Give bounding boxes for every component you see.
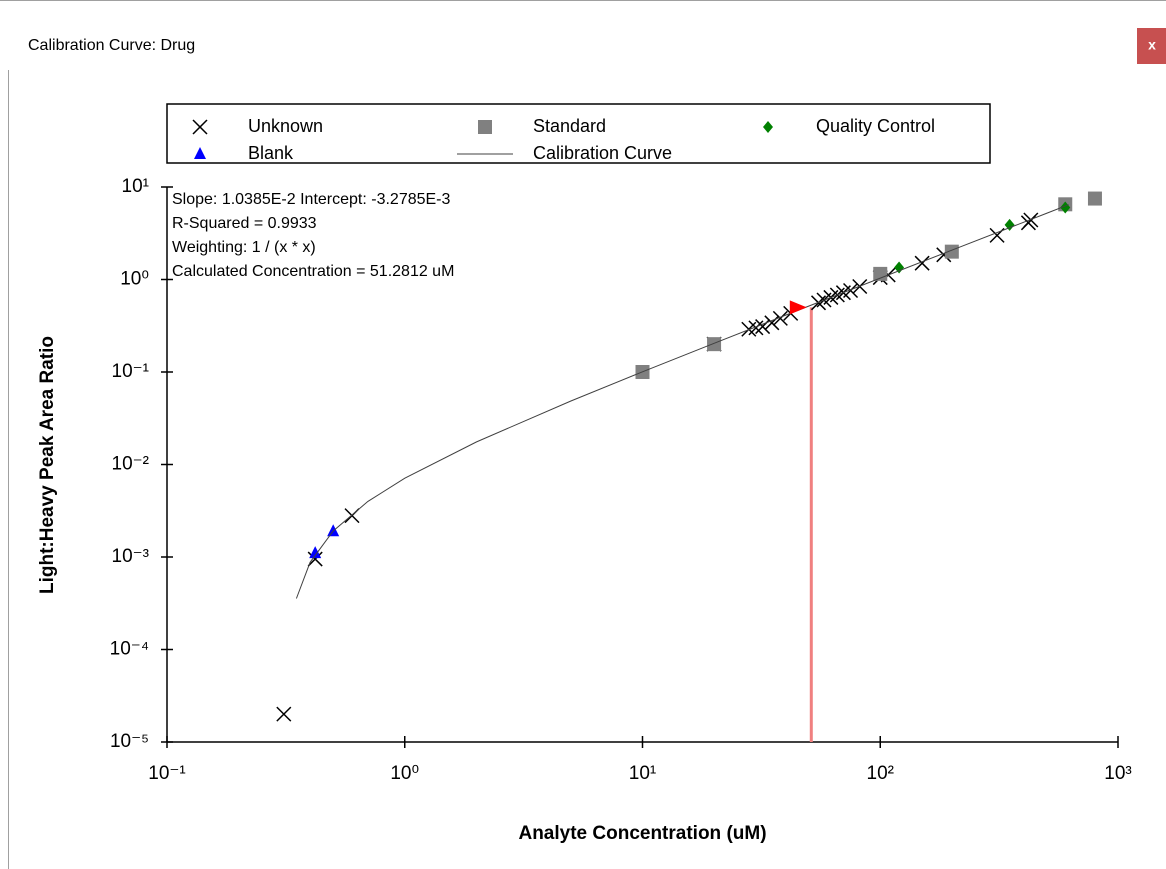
legend-label: Standard: [533, 116, 606, 136]
y-tick-label: 10⁰: [120, 269, 149, 290]
standard-marker: [944, 244, 959, 259]
annotation: R-Squared = 0.9933: [172, 215, 317, 232]
standard-marker: [707, 337, 722, 352]
annotation: Calculated Concentration = 51.2812 uM: [172, 263, 454, 280]
y-axis-label: Light:Heavy Peak Area Ratio: [37, 336, 58, 594]
legend-label: Quality Control: [816, 116, 935, 136]
unknown-marker: [914, 255, 930, 271]
y-tick-label: 10¹: [122, 176, 149, 197]
selected-point: [789, 300, 807, 315]
qc-marker: [1004, 218, 1015, 231]
legend-label: Calibration Curve: [533, 143, 672, 163]
x-axis-label: Analyte Concentration (uM): [518, 823, 766, 844]
blank-marker: [309, 546, 322, 559]
legend-symbol: [763, 121, 773, 133]
y-tick-label: 10⁻⁵: [110, 731, 149, 752]
plot: 10⁻¹ 10⁰ 10¹ 10² 10³ 10⁻⁵ 10⁻⁴ 10⁻³ 10⁻² 10⁻¹ 10⁰ 1…: [37, 103, 1132, 844]
annotation: Weighting: 1 / (x * x): [172, 239, 316, 256]
close-button[interactable]: [1137, 28, 1166, 64]
qc-marker: [894, 261, 905, 274]
x-tick-label: 10³: [1104, 763, 1131, 784]
y-tick-label: 10⁻³: [112, 546, 150, 567]
y-tick-label: 10⁻⁴: [110, 639, 149, 660]
unknown-marker: [276, 706, 292, 722]
standard-marker: [1087, 191, 1102, 206]
x-tick-label: 10¹: [629, 763, 656, 784]
legend: [166, 103, 991, 164]
annotation: Slope: 1.0385E-2 Intercept: -3.2785E-3: [172, 191, 451, 208]
unknown-marker: [843, 282, 859, 299]
unknown-marker: [772, 310, 788, 326]
legend-label: Blank: [248, 143, 294, 163]
blank-marker: [327, 524, 340, 537]
window-title: Calibration Curve: Drug: [28, 37, 195, 54]
y-tick-label: 10⁻¹: [112, 361, 150, 382]
close-icon[interactable]: x: [1148, 37, 1156, 53]
unknown-marker: [748, 320, 764, 336]
legend-symbol: [192, 119, 208, 135]
x-tick-label: 10⁻¹: [148, 763, 186, 784]
legend-label: Unknown: [248, 116, 323, 136]
x-tick-label: 10⁰: [390, 763, 419, 784]
x-tick-label: 10²: [867, 763, 894, 784]
legend-symbol: [478, 120, 492, 134]
legend-symbol: [194, 147, 206, 159]
y-tick-label: 10⁻²: [112, 454, 150, 475]
unknown-marker: [764, 315, 780, 331]
unknown-marker: [307, 551, 323, 567]
calibration-curve: [295, 204, 1069, 599]
standard-marker: [873, 266, 888, 281]
